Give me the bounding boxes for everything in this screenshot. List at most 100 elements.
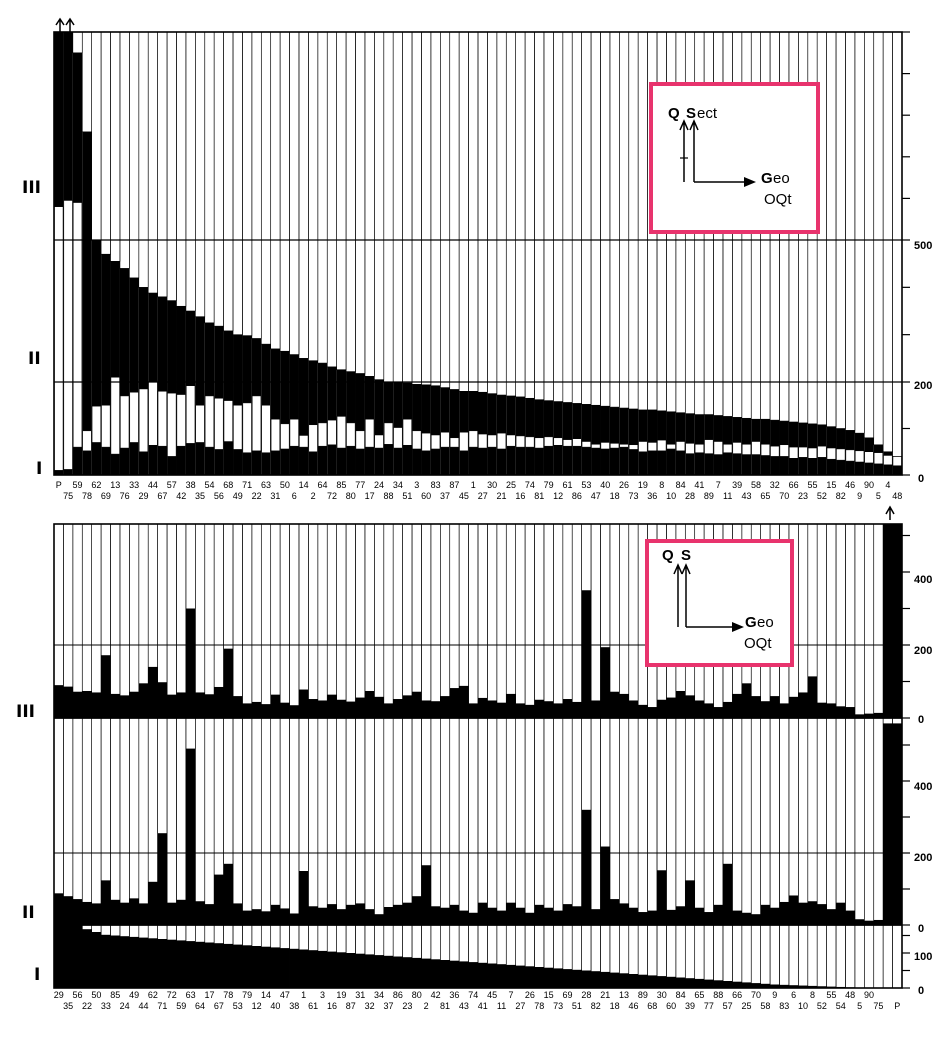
bottom-bar-black bbox=[468, 703, 478, 718]
top-category-label: 47 bbox=[591, 491, 601, 501]
bottom-bar-outline bbox=[571, 717, 582, 926]
top-category-label: 58 bbox=[751, 480, 761, 490]
bottom-bar-black bbox=[732, 981, 742, 988]
bottom-bar-black bbox=[845, 707, 855, 718]
top-bar-black bbox=[628, 408, 639, 475]
bottom-bar-black bbox=[364, 954, 375, 988]
top-bar-white bbox=[101, 405, 111, 448]
bottom-category-label: 69 bbox=[563, 990, 573, 1000]
bottom-bar-black bbox=[185, 608, 196, 718]
bottom-category-label: 87 bbox=[346, 1001, 356, 1011]
bottom-bar-outline bbox=[308, 523, 319, 719]
bottom-bar-black bbox=[72, 899, 83, 925]
bottom-bar-black bbox=[346, 953, 356, 988]
top-bar-white bbox=[628, 444, 639, 450]
bottom-category-label: 88 bbox=[713, 990, 723, 1000]
bottom-category-label: 49 bbox=[129, 990, 139, 1000]
bottom-bar-black bbox=[694, 907, 705, 925]
bottom-bar-black bbox=[807, 901, 818, 925]
bottom-bar-black bbox=[515, 965, 526, 988]
top-bar-outline bbox=[129, 31, 140, 279]
bottom-bar-outline bbox=[119, 717, 130, 926]
bottom-bar-black bbox=[251, 701, 262, 718]
bottom-category-label: 52 bbox=[817, 1001, 827, 1011]
bottom-bar-black bbox=[798, 692, 808, 718]
top-category-label: 42 bbox=[176, 491, 186, 501]
top-category-label: 52 bbox=[817, 491, 827, 501]
top-category-label: 62 bbox=[91, 480, 101, 490]
bottom-bar-outline bbox=[449, 717, 460, 926]
bottom-bar-black bbox=[82, 901, 92, 925]
top-bar-white bbox=[553, 437, 563, 446]
top-bar-outline bbox=[138, 31, 149, 288]
bottom-bar-outline bbox=[713, 717, 724, 926]
top-bar-white bbox=[751, 441, 761, 455]
top-bar-black bbox=[562, 402, 573, 475]
top-bar-white bbox=[506, 434, 516, 447]
bottom-bar-black bbox=[91, 903, 102, 925]
top-category-label: 74 bbox=[525, 480, 535, 490]
top-bar-black bbox=[289, 354, 299, 475]
top-category-label: 23 bbox=[798, 491, 808, 501]
bottom-bar-outline bbox=[487, 717, 498, 926]
bottom-bar-outline bbox=[270, 523, 281, 719]
top-bar-white bbox=[855, 450, 865, 463]
bottom-bar-outline bbox=[430, 523, 441, 719]
top-category-label: 83 bbox=[431, 480, 441, 490]
top-category-label: 56 bbox=[214, 491, 224, 501]
bottom-bar-black bbox=[751, 696, 761, 718]
bottom-category-label: 9 bbox=[772, 990, 777, 1000]
top-category-label: 64 bbox=[318, 480, 328, 490]
bottom-category-label: 27 bbox=[515, 1001, 525, 1011]
bottom-bar-outline bbox=[336, 717, 347, 926]
top-category-label: 82 bbox=[836, 491, 846, 501]
bottom-bar-outline bbox=[515, 523, 526, 719]
top-bar-white bbox=[242, 402, 252, 453]
top-bar-outline bbox=[487, 31, 498, 394]
bottom-bar-black bbox=[63, 925, 73, 988]
bottom-bar-outline bbox=[138, 717, 149, 926]
bottom-I-tick-0: 0 bbox=[918, 985, 924, 997]
bottom-category-label: 68 bbox=[647, 1001, 657, 1011]
top-category-label: 69 bbox=[101, 491, 111, 501]
bottom-bar-outline bbox=[308, 717, 319, 926]
bottom-bar-black bbox=[298, 871, 309, 925]
top-bar-outline bbox=[308, 31, 319, 362]
bottom-bar-black bbox=[487, 907, 497, 925]
bottom-category-label: 74 bbox=[468, 990, 478, 1000]
bottom-bar-black bbox=[892, 524, 902, 718]
top-bar-black bbox=[355, 373, 365, 475]
bottom-category-label: 40 bbox=[270, 1001, 280, 1011]
bottom-bar-outline bbox=[571, 523, 582, 719]
bottom-bar-black bbox=[798, 902, 808, 925]
bottom-category-label: 31 bbox=[355, 990, 365, 1000]
top-bar-outline bbox=[374, 31, 385, 380]
bottom-bar-black bbox=[421, 865, 431, 925]
top-category-label: 18 bbox=[610, 491, 620, 501]
bottom-bar-black bbox=[355, 953, 365, 988]
bottom-bar-outline bbox=[289, 523, 300, 719]
bottom-bar-black bbox=[478, 697, 488, 718]
bottom-bar-outline bbox=[317, 717, 328, 926]
top-bar-black bbox=[421, 384, 431, 475]
top-bar-outline bbox=[383, 31, 394, 383]
top-category-label: 84 bbox=[676, 480, 686, 490]
bottom-inset-oqt: OQt bbox=[744, 635, 772, 652]
top-bar-white bbox=[449, 437, 460, 448]
bottom-bar-outline bbox=[279, 523, 290, 719]
top-bar-outline bbox=[336, 31, 347, 370]
bottom-bar-outline bbox=[345, 717, 356, 926]
bottom-bar-black bbox=[515, 907, 526, 925]
bottom-category-label: 17 bbox=[204, 990, 214, 1000]
bottom-bar-outline bbox=[345, 523, 356, 719]
bottom-bar-outline bbox=[694, 717, 705, 926]
top-category-label: 43 bbox=[742, 491, 752, 501]
top-tick-0: 0 bbox=[918, 473, 924, 485]
bottom-bar-black bbox=[204, 942, 215, 988]
bottom-bar-black bbox=[167, 902, 177, 925]
bottom-bar-black bbox=[836, 706, 846, 718]
top-category-label: 48 bbox=[892, 491, 902, 501]
bottom-bar-black bbox=[722, 981, 733, 988]
bottom-bar-black bbox=[826, 703, 837, 718]
bottom-bar-outline bbox=[232, 523, 243, 719]
